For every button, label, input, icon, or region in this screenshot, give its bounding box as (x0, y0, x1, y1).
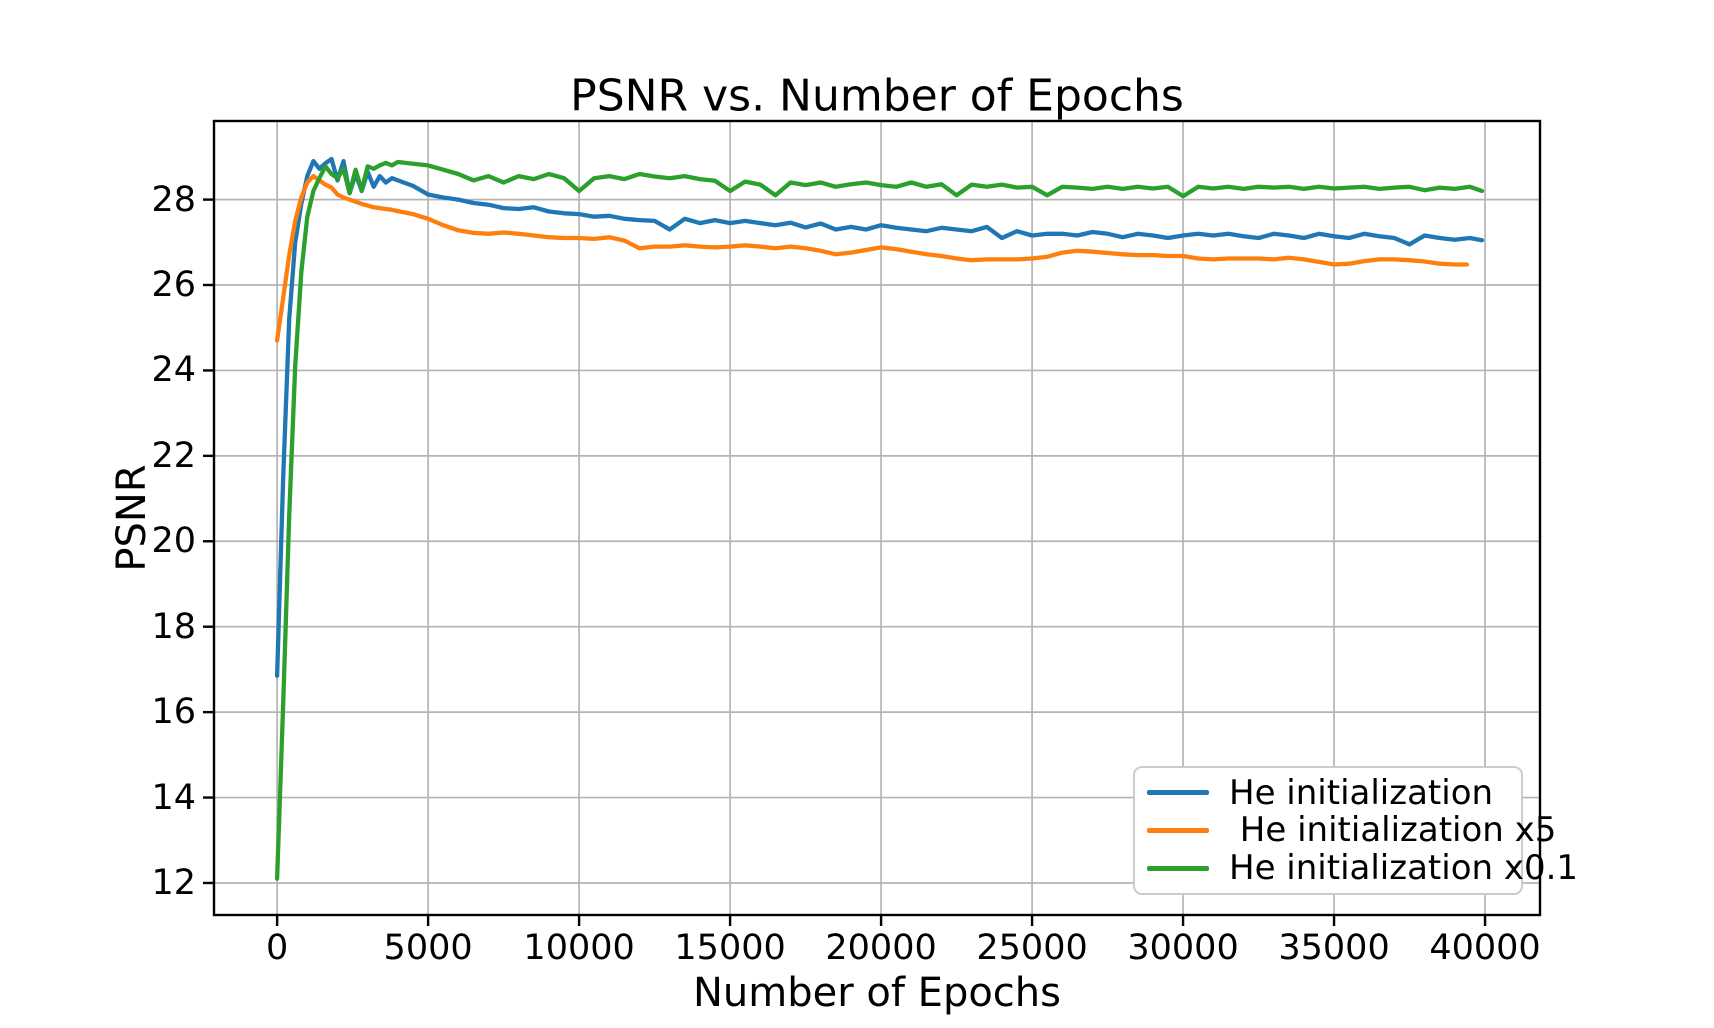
x-tick-label: 20000 (825, 928, 937, 968)
series-line-2 (274, 159, 1485, 881)
legend-item-label: He initialization (1229, 772, 1494, 813)
x-tick-label: 25000 (976, 928, 1088, 968)
y-tick-label: 24 (151, 350, 196, 391)
legend-item-label: He initialization x5 (1229, 810, 1557, 851)
legend-line-swatch (1147, 865, 1209, 871)
y-tick-label: 28 (151, 179, 196, 220)
legend-item-label: He initialization x0.1 (1229, 848, 1579, 889)
x-axis-label: Number of Epochs (693, 970, 1061, 1016)
y-tick-label: 14 (151, 777, 196, 818)
y-tick-label: 12 (151, 862, 196, 903)
x-tick-label: 40000 (1429, 928, 1541, 968)
legend-item: He initialization (1135, 776, 1521, 810)
y-tick-label: 18 (151, 606, 196, 647)
x-tick-label: 15000 (674, 928, 786, 968)
series-line-1 (274, 173, 1470, 343)
legend-item: He initialization x5 (1135, 813, 1556, 847)
y-tick-label: 20 (151, 521, 196, 562)
legend-line-swatch (1147, 827, 1209, 833)
chart-title: PSNR vs. Number of Epochs (570, 70, 1184, 122)
x-tick-label: 30000 (1127, 928, 1239, 968)
legend-line-swatch (1147, 790, 1209, 796)
legend-item: He initialization x0.1 (1135, 851, 1578, 885)
series-line-0 (274, 156, 1485, 678)
x-tick-label: 5000 (383, 928, 473, 968)
x-tick-label: 10000 (523, 928, 635, 968)
legend: He initialization He initialization x5 H… (1133, 766, 1578, 895)
y-tick-label: 22 (151, 435, 196, 476)
x-tick-label: 35000 (1278, 928, 1390, 968)
y-tick-label: 16 (151, 692, 196, 733)
axes-frame (212, 119, 1542, 917)
x-tick-label: 0 (265, 928, 289, 968)
y-tick-label: 26 (151, 265, 196, 305)
